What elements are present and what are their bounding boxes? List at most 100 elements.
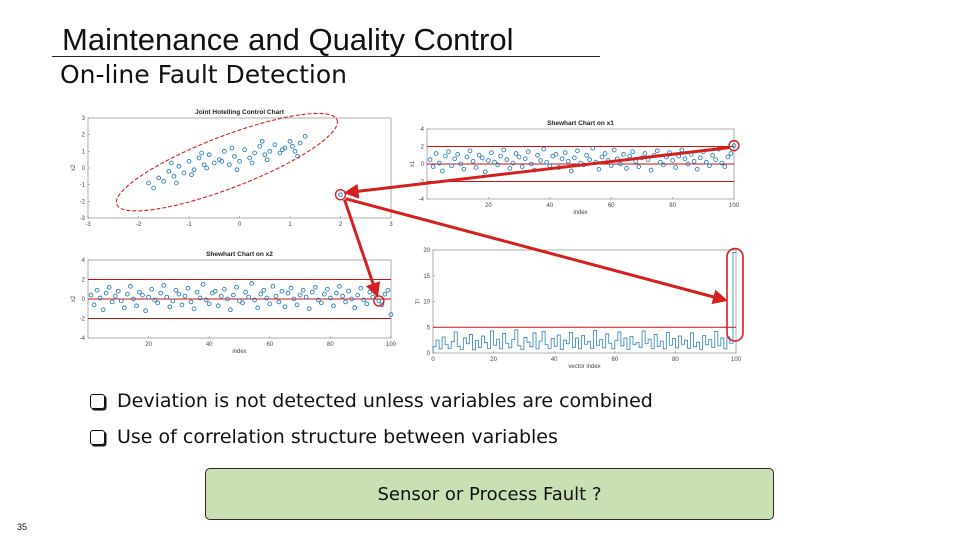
data-point	[553, 152, 559, 157]
data-point	[234, 284, 239, 290]
data-point	[122, 305, 127, 311]
data-point	[215, 303, 221, 309]
x-axis-label: index	[232, 349, 246, 355]
y-axis-label: x2	[71, 164, 77, 171]
control-ellipse	[115, 112, 338, 212]
data-point	[88, 292, 94, 298]
data-point	[608, 163, 614, 169]
data-point	[199, 150, 204, 156]
data-point	[476, 152, 482, 158]
data-point	[710, 152, 715, 158]
data-point	[257, 143, 263, 149]
fault-annotation-overlay	[343, 146, 730, 305]
data-point	[522, 156, 528, 162]
data-point	[297, 292, 303, 298]
x-tick-label: 20	[145, 342, 152, 348]
y-tick-label: 4	[82, 258, 86, 264]
data-point	[529, 161, 534, 167]
data-point	[382, 291, 388, 297]
data-point	[234, 167, 240, 173]
callout-text: Sensor or Process Fault ?	[377, 483, 602, 505]
data-point	[673, 165, 679, 170]
data-point	[361, 297, 367, 303]
data-point	[440, 168, 445, 174]
data-point	[143, 308, 148, 314]
x-tick-label: 60	[608, 203, 615, 209]
data-point	[427, 157, 433, 162]
data-point	[181, 170, 187, 176]
data-point	[452, 156, 457, 162]
data-point	[247, 155, 252, 161]
data-point	[355, 292, 361, 298]
data-point	[294, 302, 300, 308]
plot-area	[87, 117, 392, 219]
data-point	[728, 151, 734, 156]
data-point	[100, 307, 106, 313]
data-point	[222, 286, 227, 292]
data-point	[279, 288, 285, 294]
data-point	[179, 302, 185, 308]
data-point	[657, 159, 663, 165]
data-point	[168, 160, 174, 166]
x-tick-label: -3	[85, 222, 91, 228]
data-point	[134, 303, 139, 309]
y-tick-label: 4	[421, 127, 425, 133]
data-point	[433, 151, 439, 156]
arrow-hotelling-to-t2	[345, 197, 728, 305]
data-point	[161, 178, 167, 184]
data-point	[227, 162, 232, 168]
data-point	[618, 161, 623, 167]
y-tick-label: 2	[82, 133, 86, 139]
data-point	[575, 148, 580, 154]
data-point	[151, 185, 156, 191]
data-point	[267, 148, 273, 154]
data-point	[661, 162, 666, 168]
data-point	[243, 289, 248, 295]
data-point	[568, 168, 574, 174]
data-point	[358, 285, 364, 291]
data-point	[541, 146, 547, 152]
data-point	[174, 180, 179, 186]
data-point	[156, 175, 162, 181]
y-tick-label: 10	[423, 300, 430, 306]
data-point	[587, 157, 593, 162]
data-point	[290, 143, 295, 149]
data-point	[185, 285, 191, 291]
data-point	[225, 296, 230, 302]
t2-chart: 0 20 40 60 80 100 20 15 10 5 0 T² vector index	[416, 247, 744, 370]
data-point	[128, 283, 133, 289]
data-point	[267, 301, 273, 307]
data-point	[565, 159, 571, 164]
data-point	[315, 297, 321, 303]
shewhart-x1-chart: Shewhart Chart on x120406080100420-2-4x1…	[410, 120, 740, 216]
data-point	[334, 290, 339, 296]
data-point	[611, 147, 617, 153]
data-point	[188, 299, 194, 305]
data-point	[630, 149, 636, 155]
y-tick-label: -4	[419, 197, 425, 203]
data-point	[621, 152, 626, 157]
x-axis-label: index	[573, 210, 587, 216]
data-point	[291, 296, 297, 302]
y-tick-label: 0	[82, 297, 86, 303]
data-point	[697, 155, 703, 161]
data-point	[259, 138, 265, 144]
data-point	[707, 163, 712, 169]
data-point	[292, 148, 298, 154]
data-point	[486, 158, 491, 163]
data-point	[131, 296, 136, 302]
y-tick-label: 0	[427, 351, 431, 357]
data-point	[261, 287, 267, 293]
data-point	[346, 288, 351, 294]
data-point	[167, 304, 173, 310]
data-point	[211, 160, 217, 166]
y-tick-label: -2	[80, 317, 86, 323]
data-point	[229, 145, 235, 151]
data-point	[200, 282, 206, 287]
data-point	[654, 148, 660, 154]
x-tick-label: 100	[386, 342, 397, 348]
y-axis-label: x1	[410, 160, 416, 167]
data-point	[691, 159, 697, 164]
data-point	[544, 159, 550, 165]
data-point	[149, 286, 154, 292]
